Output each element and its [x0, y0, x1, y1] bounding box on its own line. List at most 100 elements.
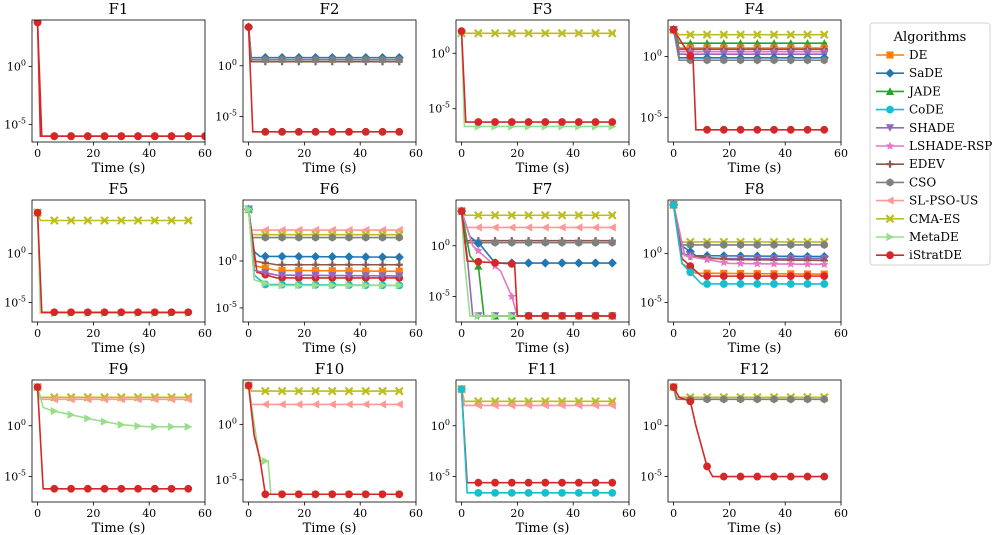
marker-sl-pso-us — [277, 400, 286, 409]
marker-cma-es — [524, 28, 533, 38]
x-tick-label: 0 — [670, 507, 677, 520]
legend-label: SHADE — [909, 121, 955, 135]
marker-lshade-rsp — [473, 246, 483, 255]
marker-istratde — [574, 312, 583, 320]
marker-istratde — [328, 127, 337, 136]
marker-cma-es — [702, 30, 712, 40]
series-line-cma-es — [672, 386, 828, 399]
series-line-edev — [672, 204, 828, 262]
marker-code — [457, 385, 466, 394]
series-line-shade — [247, 209, 403, 277]
marker-istratde — [134, 308, 142, 317]
marker-istratde — [686, 262, 695, 270]
legend-item-edev: EDEV — [876, 157, 945, 171]
series-line-metade — [460, 33, 616, 128]
marker-code — [591, 488, 600, 497]
marker-lshade-rsp — [736, 258, 745, 268]
marker-cso — [378, 233, 387, 242]
marker-cso — [803, 395, 812, 404]
marker-cso — [508, 238, 516, 247]
series-line-cma-es — [460, 388, 616, 403]
marker-istratde — [100, 132, 109, 141]
marker-istratde — [591, 312, 600, 320]
x-tick-label: 20 — [510, 147, 524, 160]
x-tick-label: 40 — [778, 507, 792, 520]
series-group — [33, 20, 205, 141]
legend-marker-lshade-rsp — [885, 141, 895, 150]
series-group — [457, 384, 617, 497]
series-line-istratde — [247, 27, 403, 133]
marker-lshade-rsp — [702, 254, 712, 264]
legend-marker-de — [886, 51, 894, 59]
marker-istratde — [457, 27, 466, 35]
x-tick-label: 60 — [622, 147, 636, 160]
subplot-title: F5 — [109, 180, 129, 198]
legend-item-jade: JADE — [876, 84, 941, 98]
marker-istratde — [474, 478, 483, 487]
marker-istratde — [83, 308, 92, 317]
marker-istratde — [524, 312, 533, 320]
x-tick-label: 60 — [198, 147, 212, 160]
marker-istratde — [770, 125, 778, 134]
marker-sade — [473, 238, 483, 249]
marker-istratde — [150, 132, 159, 141]
marker-istratde — [311, 490, 320, 499]
marker-istratde — [507, 259, 516, 268]
marker-istratde — [786, 125, 795, 134]
marker-all-algorithms — [201, 132, 205, 141]
marker-cso — [770, 395, 778, 404]
marker-code — [541, 488, 550, 497]
marker-cma-es — [574, 210, 584, 220]
marker-sl-pso-us — [150, 395, 159, 404]
axes-frame — [667, 379, 842, 503]
marker-edev — [345, 261, 353, 269]
marker-cma-es — [344, 386, 354, 396]
marker-cma-es — [557, 28, 567, 38]
series-line-cma-es — [672, 204, 828, 243]
marker-cso — [395, 233, 403, 242]
marker-cso — [770, 56, 778, 65]
marker-cso — [737, 56, 745, 65]
marker-cma-es — [277, 386, 287, 396]
legend-frame — [869, 22, 991, 266]
y-tick-label: 10-5 — [640, 469, 662, 484]
legend-item-sade: SaDE — [876, 66, 943, 80]
marker-cso — [395, 55, 403, 64]
marker-sl-pso-us — [184, 395, 192, 404]
marker-sl-pso-us — [66, 395, 75, 404]
marker-cso — [328, 55, 336, 64]
marker-metade — [278, 281, 287, 290]
marker-cma-es — [540, 210, 550, 220]
marker-cma-es — [378, 386, 387, 396]
marker-sl-pso-us — [591, 223, 600, 232]
marker-cma-es — [133, 216, 143, 225]
axes-frame — [455, 379, 630, 503]
legend-label: JADE — [907, 84, 941, 98]
marker-sl-pso-us — [490, 223, 499, 232]
marker-sl-pso-us — [608, 223, 616, 232]
subplot-f11: F11 0 20 40 60 100 10-5 Time (s) — [428, 360, 636, 535]
marker-de — [328, 267, 336, 275]
subplot-title: F9 — [109, 360, 129, 378]
marker-sl-pso-us — [524, 401, 533, 410]
marker-sl-pso-us — [507, 223, 516, 232]
marker-metade — [395, 281, 404, 290]
legend-item-shade: SHADE — [876, 121, 955, 135]
y-tick-label: 10-5 — [428, 101, 450, 116]
subplot-f7: F7 0 20 40 60 100 10-5 Time (s) — [428, 180, 636, 356]
y-tick-label: 100 — [218, 253, 237, 268]
marker-cso — [787, 240, 795, 249]
marker-istratde — [261, 490, 270, 499]
marker-istratde — [83, 132, 92, 141]
marker-istratde — [524, 118, 533, 126]
marker-metade — [151, 422, 159, 431]
marker-istratde — [167, 132, 176, 141]
series-line-all-algorithms — [36, 22, 205, 137]
marker-metade — [67, 410, 76, 419]
marker-sl-pso-us — [524, 223, 533, 232]
series-line-istratde — [672, 204, 828, 277]
marker-istratde — [736, 272, 745, 281]
marker-istratde — [311, 127, 320, 136]
x-tick-label: 20 — [510, 327, 524, 340]
x-tick-label: 60 — [834, 147, 848, 160]
